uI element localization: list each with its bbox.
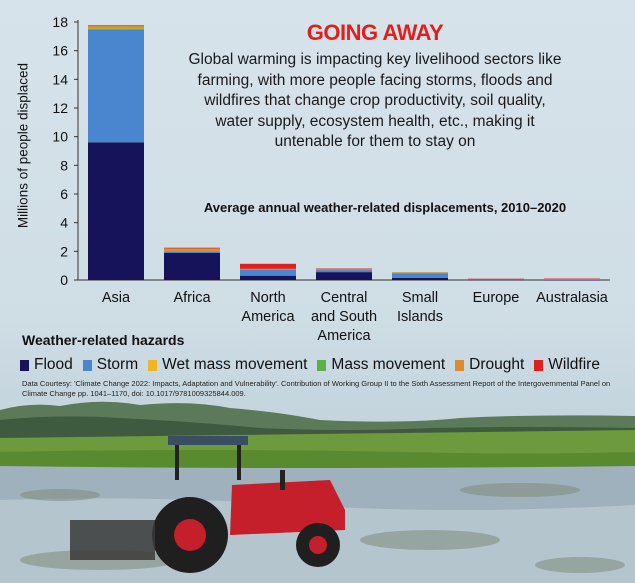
bars xyxy=(88,25,600,281)
bar-segment xyxy=(392,272,448,278)
bar-segment xyxy=(468,278,524,280)
legend-label: Wildfire xyxy=(548,356,600,373)
bar-segment xyxy=(164,252,220,280)
bar-segment xyxy=(316,272,372,280)
x-category-label: Africa xyxy=(173,290,211,306)
legend-swatch xyxy=(148,359,158,371)
y-tick-label: 6 xyxy=(60,186,68,202)
bar-segment xyxy=(88,142,144,280)
chart-title: Average annual weather-related displacem… xyxy=(203,200,567,215)
headline: GOING AWAY xyxy=(306,20,444,45)
y-tick-label: 18 xyxy=(52,14,68,30)
legend-item: Wet mass movement xyxy=(148,356,307,374)
bar-segment xyxy=(88,25,144,26)
legend-label: Mass movement xyxy=(331,356,446,373)
y-tick-label: 2 xyxy=(60,243,68,259)
bar-segment xyxy=(392,277,448,280)
x-category-label: Europe xyxy=(473,290,520,306)
bar-segment xyxy=(544,279,600,281)
bar-segment xyxy=(240,268,296,270)
x-axis-labels: Asia Africa North America Central and South Am… xyxy=(102,290,609,344)
legend-label: Wet mass movement xyxy=(162,356,308,373)
x-category-label: Small xyxy=(402,290,438,306)
y-tick-label: 12 xyxy=(52,100,68,116)
source-note: Data Courtesy: 'Climate Change 2022: Imp… xyxy=(22,379,611,398)
x-category-label: North xyxy=(250,290,285,306)
legend-swatch xyxy=(82,359,92,371)
bar-segment xyxy=(88,28,144,30)
bar-segment xyxy=(240,263,296,269)
legend-item: Storm xyxy=(82,356,139,374)
legend-item: Mass movement xyxy=(317,356,445,374)
x-category-label: Australasia xyxy=(536,290,609,306)
y-tick-label: 16 xyxy=(52,43,68,59)
x-category-label: Islands xyxy=(397,309,443,325)
legend-label: Flood xyxy=(34,356,73,373)
bar-segment xyxy=(164,247,220,249)
bar-segment xyxy=(544,278,600,280)
y-tick-label: 0 xyxy=(60,272,68,288)
legend-item: Drought xyxy=(455,356,524,374)
description: Global warming is impacting key liveliho… xyxy=(188,51,562,150)
legend-swatch xyxy=(317,359,327,371)
legend: Flood Storm Wet mass movement Mass movement… xyxy=(20,356,635,374)
bar-segment xyxy=(316,269,372,273)
bar-segment xyxy=(468,279,524,281)
y-tick-label: 8 xyxy=(60,157,68,173)
x-category-label: Asia xyxy=(102,290,131,306)
legend-swatch xyxy=(20,359,29,371)
legend-label: Drought xyxy=(469,356,525,373)
legend-swatch xyxy=(534,359,544,371)
y-axis-label: Millions of people displaced xyxy=(15,62,31,229)
bar-segment xyxy=(316,269,372,270)
bar-segment xyxy=(88,29,144,143)
y-tick-label: 14 xyxy=(52,71,68,87)
legend-item: Wildfire xyxy=(534,356,600,374)
x-category-label: America xyxy=(317,328,371,344)
x-category-label: and South xyxy=(311,309,377,325)
y-tick-label: 4 xyxy=(60,215,68,231)
bar-segment xyxy=(316,268,372,270)
bar-segment xyxy=(164,250,220,252)
bar-segment xyxy=(164,251,220,253)
legend-title: Weather-related hazards xyxy=(22,332,185,348)
y-tick-label: 10 xyxy=(52,129,68,145)
bar-segment xyxy=(164,247,220,251)
tractor-illustration xyxy=(70,436,345,573)
legend-label: Storm xyxy=(96,356,139,373)
bar-segment xyxy=(240,275,296,280)
bar-segment xyxy=(392,272,448,273)
legend-item: Flood xyxy=(20,356,73,374)
legend-swatch xyxy=(455,359,465,371)
bar-segment xyxy=(88,25,144,28)
bar-segment xyxy=(240,269,296,276)
x-category-label: America xyxy=(241,309,295,325)
bar-segment xyxy=(88,27,144,29)
x-category-label: Central xyxy=(321,290,368,306)
